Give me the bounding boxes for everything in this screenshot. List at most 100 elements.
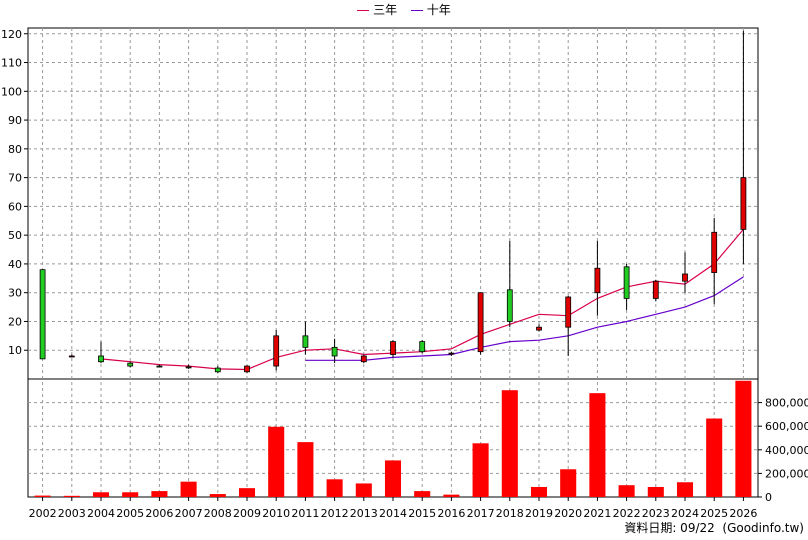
x-axis-tick-label: 2018 — [496, 507, 524, 520]
candle-body — [273, 335, 280, 367]
candle-body — [536, 326, 542, 331]
candle-body — [127, 362, 134, 367]
volume-bar — [443, 494, 460, 497]
candle-body — [39, 269, 46, 360]
volume-axis-tick-label: 600,000 — [765, 420, 808, 433]
legend-label-10yr: 十年 — [426, 3, 451, 17]
candle-body — [185, 366, 192, 369]
candle-body — [331, 346, 338, 357]
price-axis-tick-label: 60 — [8, 200, 22, 213]
volume-bar — [151, 491, 168, 497]
x-axis-tick-label: 2011 — [291, 507, 319, 520]
volume-bar — [560, 469, 577, 497]
legend-item-10yr: 十年 — [410, 2, 451, 18]
x-axis-tick-label: 2022 — [613, 507, 641, 520]
price-axis-tick-label: 50 — [8, 229, 22, 242]
chart-legend: 三年 十年 — [0, 2, 808, 18]
volume-bar — [63, 495, 80, 497]
candle-body — [360, 355, 367, 363]
volume-bar — [238, 488, 256, 497]
volume-bar — [414, 491, 431, 497]
x-axis-tick-label: 2009 — [233, 507, 261, 520]
price-axis-tick-label: 100 — [1, 85, 22, 98]
price-axis-tick-label: 110 — [1, 57, 22, 70]
legend-item-3yr: 三年 — [357, 2, 397, 18]
volume-bar — [355, 483, 372, 497]
volume-bar — [589, 393, 606, 497]
volume-axis-tick-label: 400,000 — [765, 444, 808, 457]
price-axis-tick-label: 80 — [8, 143, 22, 156]
price-axis-tick-label: 40 — [8, 258, 22, 271]
candle-body — [419, 341, 426, 353]
candle-body — [565, 296, 572, 328]
volume-bar — [735, 380, 752, 497]
x-axis-tick-label: 2012 — [321, 507, 349, 520]
candle-body — [711, 231, 718, 273]
volume-bar — [209, 494, 226, 497]
x-axis-tick-label: 2007 — [175, 507, 203, 520]
price-axis-tick-label: 30 — [8, 287, 22, 300]
x-axis-tick-label: 2014 — [379, 507, 407, 520]
x-axis-tick-label: 2010 — [262, 507, 290, 520]
x-axis-tick-label: 2013 — [350, 507, 378, 520]
volume-axis-tick-label: 800,000 — [765, 397, 808, 410]
volume-bar — [268, 426, 285, 497]
x-axis-tick-label: 2003 — [58, 507, 86, 520]
x-axis-tick-label: 2006 — [145, 507, 173, 520]
candle-body — [244, 365, 250, 373]
price-axis-tick-label: 20 — [8, 315, 22, 328]
volume-axis-tick-label: 200,000 — [765, 467, 808, 480]
x-axis-tick-label: 2024 — [671, 507, 699, 520]
volume-bar — [501, 390, 518, 497]
candle-body — [594, 267, 601, 294]
x-axis-tick-label: 2019 — [525, 507, 553, 520]
legend-label-3yr: 三年 — [373, 3, 398, 17]
candle-body — [682, 273, 688, 282]
volume-bar — [180, 481, 197, 497]
volume-bar — [384, 460, 402, 497]
volume-bar — [706, 418, 723, 497]
x-axis-tick-label: 2004 — [87, 507, 115, 520]
volume-bar — [530, 486, 548, 497]
x-axis-tick-label: 2005 — [116, 507, 144, 520]
candle-body — [98, 355, 104, 363]
ma-line-10yr — [305, 276, 744, 361]
price-axis-tick-label: 10 — [8, 344, 22, 357]
x-axis-tick-label: 2025 — [700, 507, 728, 520]
x-axis-tick-label: 2020 — [554, 507, 582, 520]
candle-body — [156, 365, 163, 368]
volume-bar — [647, 486, 664, 497]
legend-line-10yr-icon — [410, 10, 423, 11]
volume-bar — [122, 492, 139, 497]
x-axis-tick-label: 2016 — [437, 507, 465, 520]
footer-note: 資料日期: 09/22 (Goodinfo.tw) — [624, 521, 804, 535]
x-axis-tick-label: 2015 — [408, 507, 436, 520]
candle-body — [68, 355, 75, 358]
candle-body — [740, 177, 747, 230]
x-axis-tick-label: 2026 — [729, 507, 757, 520]
x-axis-tick-label: 2002 — [29, 507, 57, 520]
volume-bar — [472, 443, 489, 497]
candle-body — [506, 289, 513, 322]
volume-bar — [297, 442, 314, 497]
candle-body — [214, 367, 221, 373]
legend-line-3yr-icon — [357, 10, 370, 11]
x-axis-tick-label: 2008 — [204, 507, 232, 520]
price-axis-tick-label: 70 — [8, 172, 22, 185]
volume-bar — [92, 492, 110, 497]
x-axis-tick-label: 2017 — [467, 507, 495, 520]
candle-body — [448, 352, 455, 355]
volume-bar — [676, 482, 694, 497]
volume-axis-tick-label: 0 — [765, 491, 772, 504]
candle-body — [623, 266, 630, 299]
price-axis-tick-label: 120 — [1, 28, 22, 41]
candle-body — [652, 280, 659, 299]
price-axis-tick-label: 90 — [8, 114, 22, 127]
volume-bar — [34, 495, 51, 497]
candle-body — [302, 335, 309, 348]
candle-body — [477, 292, 484, 353]
x-axis-tick-label: 2021 — [583, 507, 611, 520]
volume-bar — [618, 485, 635, 497]
